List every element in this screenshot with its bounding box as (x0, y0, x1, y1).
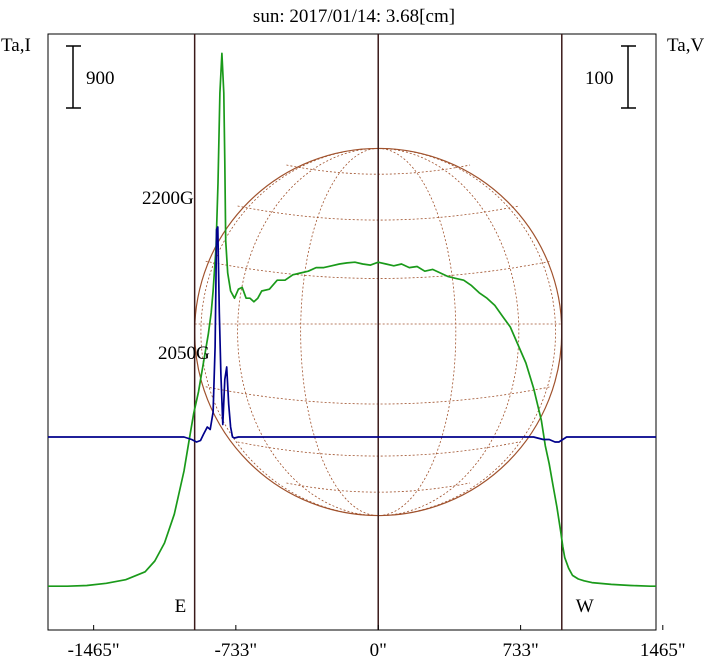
longitude-line (378, 148, 556, 516)
chart-title: sun: 2017/01/14: 3.68[cm] (253, 6, 455, 27)
data-series (48, 52, 656, 588)
left-axis-label: Ta,I (1, 35, 31, 56)
right-scale-label: 100 (585, 68, 614, 89)
annotation-2050g: 2050G (158, 343, 210, 364)
longitude-line (378, 148, 520, 516)
x-tick-label: 1465" (640, 640, 686, 661)
right-axis-label: Ta,V (667, 35, 704, 56)
left-scale-label: 900 (86, 68, 115, 89)
intensity-series-line (48, 52, 656, 588)
x-tick-label: 733" (502, 640, 538, 661)
longitude-line (200, 148, 379, 516)
plot-frame (47, 33, 657, 631)
x-tick-label: -733" (215, 640, 258, 661)
x-axis-ticks: -1465" -733" 0" 733" 1465" (68, 625, 686, 661)
longitude-line (300, 148, 379, 516)
x-tick-label: -1465" (68, 640, 120, 661)
x-tick-label: 0" (370, 640, 387, 661)
limb-label-e: E (175, 596, 187, 617)
annotation-2200g: 2200G (142, 188, 194, 209)
left-scale-bar (66, 45, 81, 109)
right-scale-bar (621, 45, 636, 109)
longitude-line (237, 148, 379, 516)
limb-label-w: W (576, 596, 594, 617)
longitude-line (378, 148, 457, 516)
polarization-series-line (48, 226, 656, 443)
